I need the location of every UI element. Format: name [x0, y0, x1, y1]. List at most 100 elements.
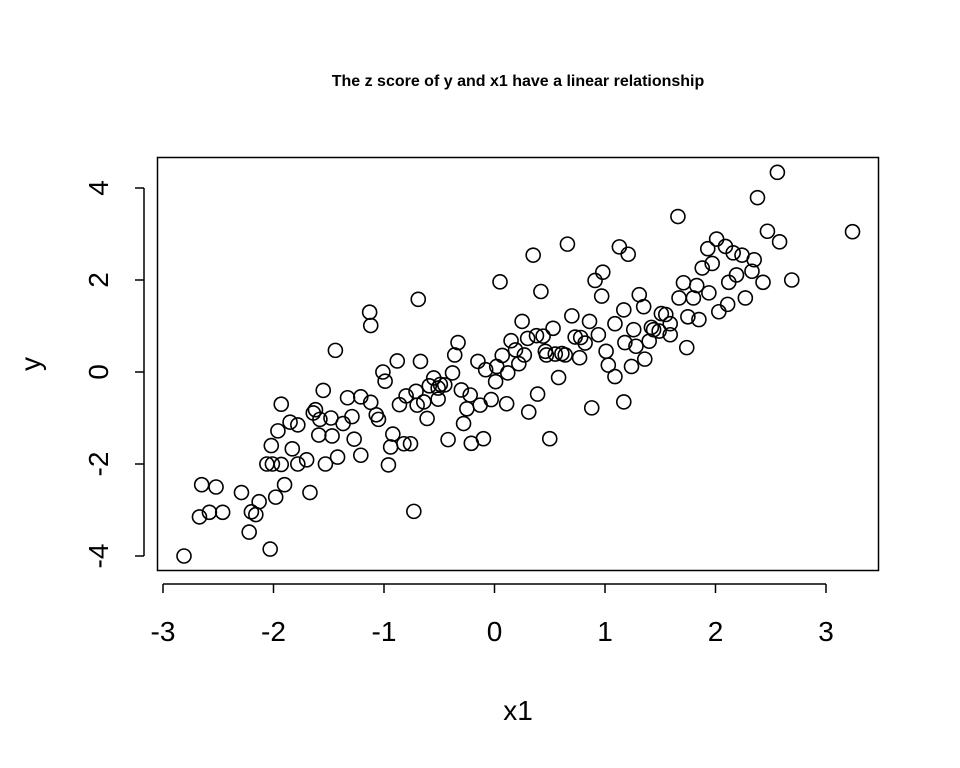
data-point	[550, 369, 567, 386]
chart-title: The z score of y and x1 have a linear re…	[332, 73, 705, 90]
x-axis-label: x1	[503, 695, 533, 726]
data-point	[382, 439, 399, 455]
data-point	[317, 456, 334, 472]
data-point	[339, 389, 356, 406]
data-point	[657, 306, 674, 323]
data-point	[450, 334, 466, 351]
scatter-points	[176, 164, 861, 564]
data-point	[412, 353, 429, 370]
x-tick-label: 0	[487, 616, 503, 647]
data-point	[430, 391, 446, 407]
data-point	[623, 358, 640, 375]
data-point	[708, 231, 725, 247]
data-point	[625, 321, 642, 338]
data-point	[662, 326, 678, 343]
data-point	[728, 267, 745, 283]
data-point	[273, 456, 290, 473]
data-point	[191, 509, 208, 525]
data-point	[494, 347, 511, 364]
data-point	[290, 456, 306, 472]
data-point	[362, 317, 379, 334]
data-point	[208, 479, 224, 495]
data-point	[769, 164, 786, 181]
data-point	[520, 404, 537, 420]
x-tick-label: -1	[372, 616, 397, 647]
data-point	[557, 347, 574, 363]
y-tick-label: -2	[83, 452, 114, 477]
data-point	[699, 240, 716, 257]
data-point	[290, 417, 306, 433]
x-tick-label: 2	[708, 616, 724, 647]
data-point	[559, 236, 576, 252]
data-point	[302, 484, 318, 501]
data-point	[749, 189, 766, 206]
data-point	[600, 357, 617, 373]
data-point	[389, 353, 406, 369]
data-point	[251, 493, 267, 510]
data-point	[691, 311, 707, 328]
data-point	[680, 308, 696, 325]
data-point	[352, 447, 369, 464]
data-point	[583, 400, 600, 416]
data-point	[503, 332, 519, 349]
data-point	[587, 272, 603, 289]
data-point	[538, 347, 555, 363]
data-point	[529, 386, 546, 402]
data-point	[607, 368, 623, 385]
data-point	[617, 334, 633, 351]
data-point	[324, 428, 340, 444]
y-tick-label: 2	[83, 272, 114, 288]
data-point	[444, 365, 461, 381]
data-point	[377, 373, 393, 390]
x-tick-label: -3	[151, 616, 176, 647]
data-point	[759, 223, 776, 240]
data-point	[590, 326, 607, 343]
data-point	[755, 274, 771, 291]
y-tick-label: 4	[83, 180, 114, 196]
data-point	[370, 411, 387, 428]
data-point	[430, 380, 446, 396]
data-point	[243, 504, 260, 520]
data-point	[564, 308, 580, 324]
data-point	[380, 457, 397, 473]
data-point	[312, 411, 328, 428]
data-point	[453, 382, 470, 398]
data-point	[262, 541, 278, 557]
data-point	[675, 274, 692, 291]
data-point	[375, 364, 391, 380]
data-point	[514, 313, 530, 330]
data-point	[311, 427, 327, 443]
y-tick-label: 0	[83, 364, 114, 380]
plot-frame	[156, 156, 880, 572]
data-point	[335, 415, 351, 432]
data-point	[720, 274, 737, 291]
data-point	[346, 431, 362, 447]
data-point	[572, 329, 589, 346]
data-point	[701, 285, 717, 301]
data-point	[470, 353, 486, 370]
data-point	[284, 441, 301, 457]
data-point	[419, 410, 435, 427]
data-point	[641, 333, 658, 349]
data-point	[282, 414, 298, 430]
data-point	[571, 349, 588, 366]
data-point	[744, 263, 760, 280]
data-point	[528, 327, 545, 344]
data-point	[264, 456, 281, 472]
data-point	[783, 272, 800, 288]
data-point	[214, 504, 231, 521]
data-point	[541, 430, 558, 447]
data-point	[694, 260, 711, 276]
data-point	[472, 397, 488, 413]
data-point	[241, 524, 257, 540]
data-point	[409, 397, 425, 413]
data-point	[344, 408, 360, 425]
data-point	[307, 401, 324, 418]
data-point	[298, 452, 315, 468]
data-point	[620, 246, 637, 263]
data-point	[233, 484, 250, 501]
data-point	[525, 247, 541, 263]
data-point	[704, 255, 720, 272]
